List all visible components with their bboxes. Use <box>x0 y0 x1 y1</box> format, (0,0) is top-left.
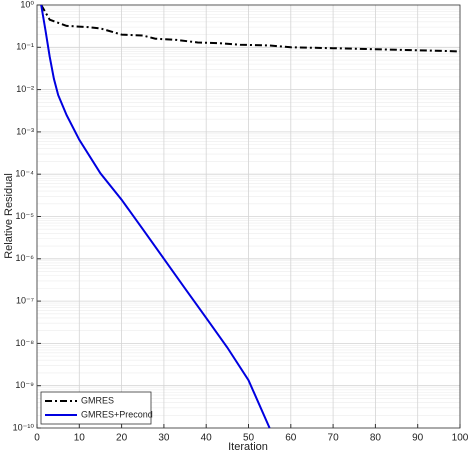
x-tick-label: 0 <box>34 433 40 444</box>
x-tick-label: 90 <box>412 433 424 444</box>
series-line <box>40 4 461 53</box>
y-tick-label: 10⁻¹⁰ <box>13 422 35 432</box>
x-tick-label: 20 <box>116 433 128 444</box>
series-line <box>40 4 271 429</box>
x-tick-label: 50 <box>243 433 255 444</box>
y-tick-label: 10⁻⁸ <box>15 338 34 348</box>
y-tick-label: 10⁻³ <box>16 126 34 136</box>
y-tick-label: 10⁻⁷ <box>16 295 34 305</box>
y-tick-label: 10⁻⁴ <box>15 169 34 179</box>
x-tick-label: 70 <box>328 433 340 444</box>
y-tick-label: 10⁰ <box>20 0 34 9</box>
legend-label: GMRES+Precond <box>81 409 153 419</box>
x-tick-label: 10 <box>74 433 86 444</box>
y-axis-label: Relative Residual <box>3 173 15 259</box>
y-tick-label: 10⁻⁹ <box>15 380 34 390</box>
y-tick-label: 10⁻⁵ <box>16 211 35 221</box>
x-tick-label: 60 <box>285 433 297 444</box>
legend-label: GMRES <box>81 395 114 405</box>
x-axis-label: Iteration <box>228 441 268 453</box>
y-tick-label: 10⁻⁶ <box>16 253 35 263</box>
plot-frame <box>36 4 461 429</box>
y-tick-label: 10⁻¹ <box>16 42 34 52</box>
x-tick-label: 30 <box>158 433 170 444</box>
y-tick-label: 10⁻² <box>16 84 34 94</box>
x-tick-label: 40 <box>201 433 213 444</box>
legend-box <box>40 391 152 425</box>
x-tick-label: 80 <box>370 433 382 444</box>
x-tick-label: 100 <box>452 433 468 444</box>
